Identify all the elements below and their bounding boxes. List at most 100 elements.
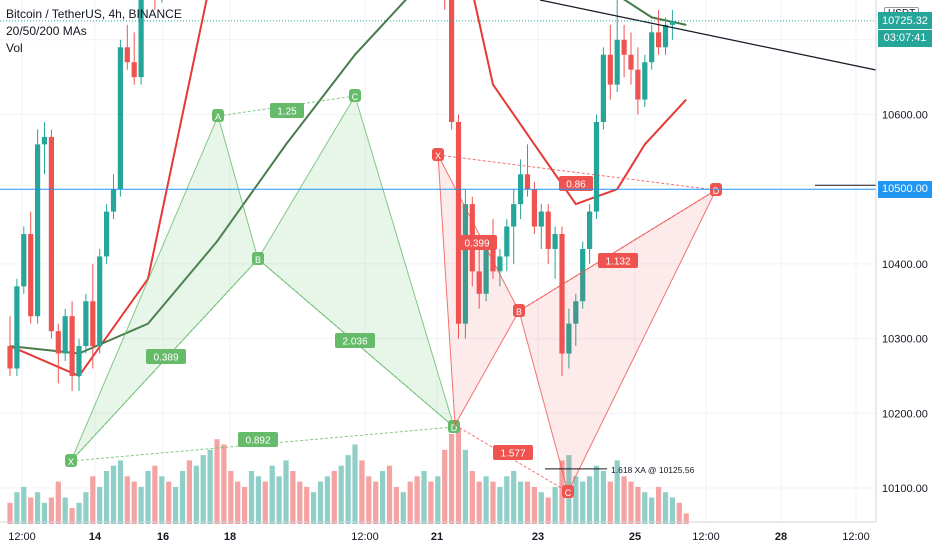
green-bd-line <box>257 258 455 428</box>
candle-body <box>628 54 634 70</box>
harmonic-patterns: X A B C D 1.25 0.389 2.036 0.892 X B C D 0.86 0.399 1.5… <box>65 89 722 498</box>
volume-bar <box>366 476 372 524</box>
volume-bar <box>76 502 82 524</box>
time-tick-label: 28 <box>775 531 787 543</box>
candle-body <box>635 69 641 100</box>
candle-body <box>600 54 606 122</box>
volume-bar <box>676 502 682 524</box>
candle-body <box>117 47 123 190</box>
volume-bar <box>476 481 482 524</box>
candle-body <box>649 32 655 63</box>
green-ratio-bd <box>335 333 375 348</box>
symbol-title[interactable]: Bitcoin / TetherUS, 4h, BINANCE <box>6 7 182 21</box>
volume-bar <box>407 481 413 524</box>
volume-bar <box>324 476 330 524</box>
volume-bar <box>221 444 227 524</box>
volume-bar <box>469 471 475 524</box>
ma50-line <box>9 0 687 355</box>
candle-body <box>131 62 137 78</box>
green-ratio-xb <box>146 349 186 364</box>
volume-bar <box>635 486 641 524</box>
volume-bar <box>35 492 41 524</box>
volume-bar <box>62 497 68 524</box>
ma-indicator-label[interactable]: 20/50/200 MAs <box>6 24 87 38</box>
volume-bar <box>166 481 172 524</box>
volume-bar <box>152 465 158 524</box>
candle-body <box>580 248 586 302</box>
candle-body <box>559 234 565 354</box>
volume-bar <box>117 460 123 524</box>
volume-bar <box>228 471 234 524</box>
candle-body <box>607 54 613 85</box>
volume-bar <box>173 486 179 524</box>
volume-bar <box>607 481 613 524</box>
red-point-b-text: B <box>516 307 522 317</box>
volume-bar <box>104 471 110 524</box>
volume-bar <box>359 460 365 524</box>
red-ratio-bd-text: 1.132 <box>605 257 630 268</box>
volume-bar <box>262 481 268 524</box>
volume-bar <box>662 492 669 524</box>
volume-bar <box>290 471 296 524</box>
green-point-x-text: X <box>68 457 74 467</box>
candle-body <box>573 301 579 324</box>
candle-body <box>614 39 620 85</box>
red-ratio-xb <box>457 235 497 250</box>
volume-bar <box>69 508 75 524</box>
green-ac-line <box>217 95 356 117</box>
candle-body <box>28 234 34 317</box>
volume-bar <box>124 476 130 524</box>
candle-body <box>538 211 544 227</box>
green-point-d <box>448 420 460 433</box>
time-axis[interactable]: 12:00 14 16 18 12:00 21 23 25 12:00 28 12:00 <box>8 531 870 543</box>
volume-bar <box>393 486 399 524</box>
annotation-label: 1.618 XA @ 10125.56 <box>611 465 695 475</box>
volume-bar <box>642 492 648 524</box>
level-price-badge: 10500.00 <box>878 180 932 198</box>
time-tick-label: 12:00 <box>842 531 870 543</box>
volume-bar <box>449 433 455 524</box>
red-point-x <box>432 148 444 161</box>
candle-body <box>462 204 468 324</box>
volume-indicator-label[interactable]: Vol <box>6 41 23 55</box>
volume-bar <box>145 471 151 524</box>
volume-bar <box>317 481 324 524</box>
volume-bar <box>380 471 386 524</box>
volume-bar <box>7 502 13 524</box>
volume-bar <box>628 481 634 524</box>
green-point-x <box>65 454 77 467</box>
volume-bar <box>179 471 186 524</box>
price-tick-label: 10200.00 <box>882 408 928 420</box>
volume-bars <box>7 428 689 524</box>
volume-bar <box>235 481 241 524</box>
volume-bar <box>21 486 27 524</box>
volume-bar <box>649 497 655 524</box>
volume-bar <box>345 455 351 524</box>
candle-body <box>669 21 675 25</box>
price-axis[interactable]: 11300.0011200.0011100.0011000.0010900.00… <box>882 0 928 495</box>
volume-bar <box>614 460 620 524</box>
price-tick-label: 10100.00 <box>882 483 928 495</box>
candle-body <box>566 323 572 354</box>
candle-body <box>476 271 482 294</box>
red-point-c-text: C <box>565 488 572 498</box>
volume-bar <box>255 476 261 524</box>
candle-body <box>83 301 89 347</box>
trend-line <box>539 0 877 71</box>
volume-bar <box>214 439 220 524</box>
volume-bar <box>511 471 517 524</box>
volume-bar <box>442 449 448 524</box>
time-tick-label: 21 <box>431 531 443 543</box>
green-point-c-text: C <box>352 92 359 102</box>
volume-bar <box>331 471 337 524</box>
volume-bar <box>593 465 600 524</box>
red-point-b <box>513 304 525 317</box>
volume-bar <box>545 497 551 524</box>
candle-body <box>449 0 455 122</box>
green-point-c <box>349 89 361 102</box>
volume-bar <box>656 486 662 524</box>
candle-body <box>97 256 103 347</box>
volume-bar <box>600 471 606 524</box>
volume-bar <box>55 481 61 524</box>
